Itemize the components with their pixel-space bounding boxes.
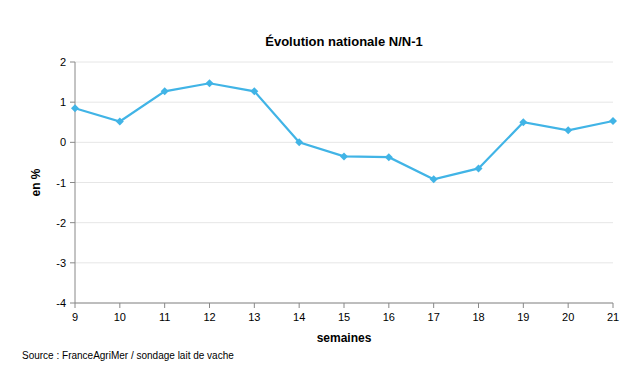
data-point xyxy=(250,87,258,95)
x-tick xyxy=(254,303,255,308)
grid-line xyxy=(75,142,613,143)
x-tick xyxy=(433,303,434,308)
y-tick xyxy=(70,182,75,183)
x-tick-label: 15 xyxy=(338,311,350,323)
data-point xyxy=(295,138,303,146)
data-point xyxy=(161,87,169,95)
data-point xyxy=(430,175,438,183)
data-point xyxy=(340,152,348,160)
data-point xyxy=(609,117,617,125)
x-tick-label: 17 xyxy=(428,311,440,323)
x-tick-label: 10 xyxy=(114,311,126,323)
y-tick-label: -1 xyxy=(56,177,66,189)
x-tick xyxy=(119,303,120,308)
data-point xyxy=(475,164,483,172)
data-point xyxy=(116,117,124,125)
x-tick-label: 19 xyxy=(517,311,529,323)
x-tick-label: 18 xyxy=(472,311,484,323)
y-tick xyxy=(70,102,75,103)
x-tick xyxy=(478,303,479,308)
y-tick xyxy=(70,262,75,263)
grid-line xyxy=(75,182,613,183)
chart-container: Évolution nationale N/N-1-4-3-2-10129101… xyxy=(0,0,629,378)
x-tick-label: 20 xyxy=(562,311,574,323)
x-tick-label: 16 xyxy=(383,311,395,323)
x-tick xyxy=(523,303,524,308)
data-point xyxy=(71,104,79,112)
title: Évolution nationale N/N-1 xyxy=(265,34,422,49)
y-tick-label: 2 xyxy=(60,56,66,68)
grid-line xyxy=(75,262,613,263)
x-tick-label: 14 xyxy=(293,311,305,323)
data-point xyxy=(519,118,527,126)
x-tick xyxy=(388,303,389,308)
y-tick-label: 1 xyxy=(60,96,66,108)
x-axis-label: semaines xyxy=(317,331,372,345)
x-tick-label: 9 xyxy=(72,311,78,323)
x-tick-label: 21 xyxy=(607,311,619,323)
y-tick-label: -4 xyxy=(56,297,66,309)
y-axis-label: en % xyxy=(29,168,43,196)
data-line xyxy=(75,83,613,179)
grid-line xyxy=(75,62,613,63)
data-point xyxy=(385,153,393,161)
grid-line xyxy=(75,102,613,103)
plot-area xyxy=(71,79,617,183)
y-tick xyxy=(70,303,75,304)
background xyxy=(0,0,629,378)
grid-line xyxy=(75,222,613,223)
x-tick-label: 12 xyxy=(203,311,215,323)
data-point xyxy=(206,79,214,87)
x-tick xyxy=(299,303,300,308)
source: Source : FranceAgriMer / sondage lait de… xyxy=(22,350,234,361)
x-tick-label: 13 xyxy=(248,311,260,323)
x-tick xyxy=(568,303,569,308)
y-tick xyxy=(70,142,75,143)
y-tick-label: 0 xyxy=(60,136,66,148)
y-tick-label: -2 xyxy=(56,217,66,229)
x-tick xyxy=(613,303,614,308)
x-tick xyxy=(75,303,76,308)
x-tick xyxy=(344,303,345,308)
chart-svg: Évolution nationale N/N-1-4-3-2-10129101… xyxy=(0,0,629,378)
x-tick xyxy=(164,303,165,308)
y-tick xyxy=(70,62,75,63)
x-tick xyxy=(209,303,210,308)
y-tick-label: -3 xyxy=(56,257,66,269)
data-point xyxy=(564,126,572,134)
x-tick-label: 11 xyxy=(159,311,170,323)
y-axis xyxy=(75,62,76,303)
y-tick xyxy=(70,222,75,223)
